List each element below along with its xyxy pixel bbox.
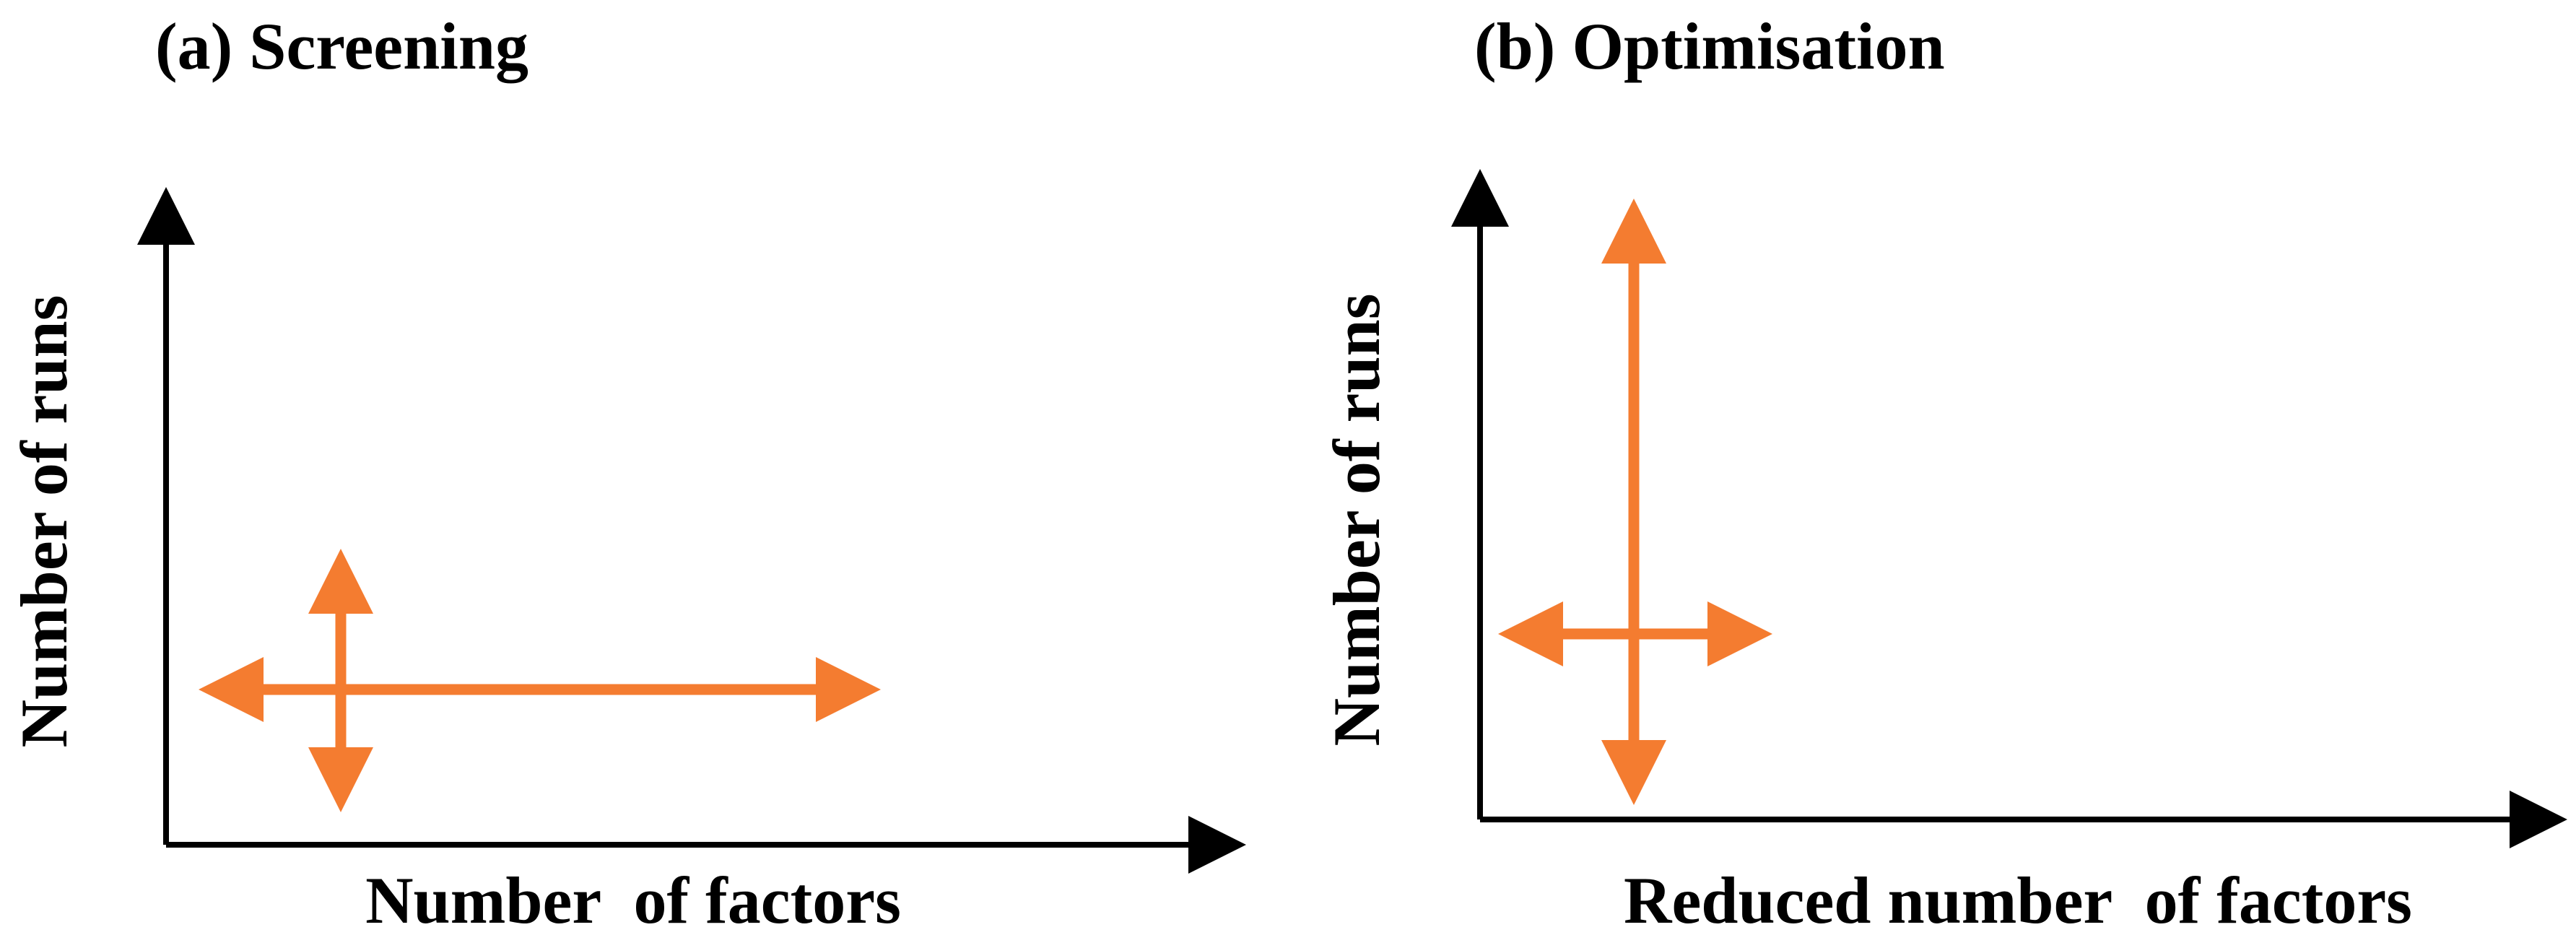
x-axis-label: Reduced number of factors (1624, 864, 2412, 935)
y-axis-label: Number of runs (1320, 293, 1393, 746)
panel-title: (a) Screening (155, 9, 528, 83)
panel-title: (b) Optimisation (1474, 9, 1945, 83)
panel-optimisation: (b) Optimisation Number of runs Reduced … (1320, 9, 2567, 935)
panel-screening: (a) Screening Number of runs Number of f… (7, 9, 1246, 935)
y-axis-label: Number of runs (7, 295, 81, 747)
x-axis-label: Number of factors (365, 864, 901, 935)
